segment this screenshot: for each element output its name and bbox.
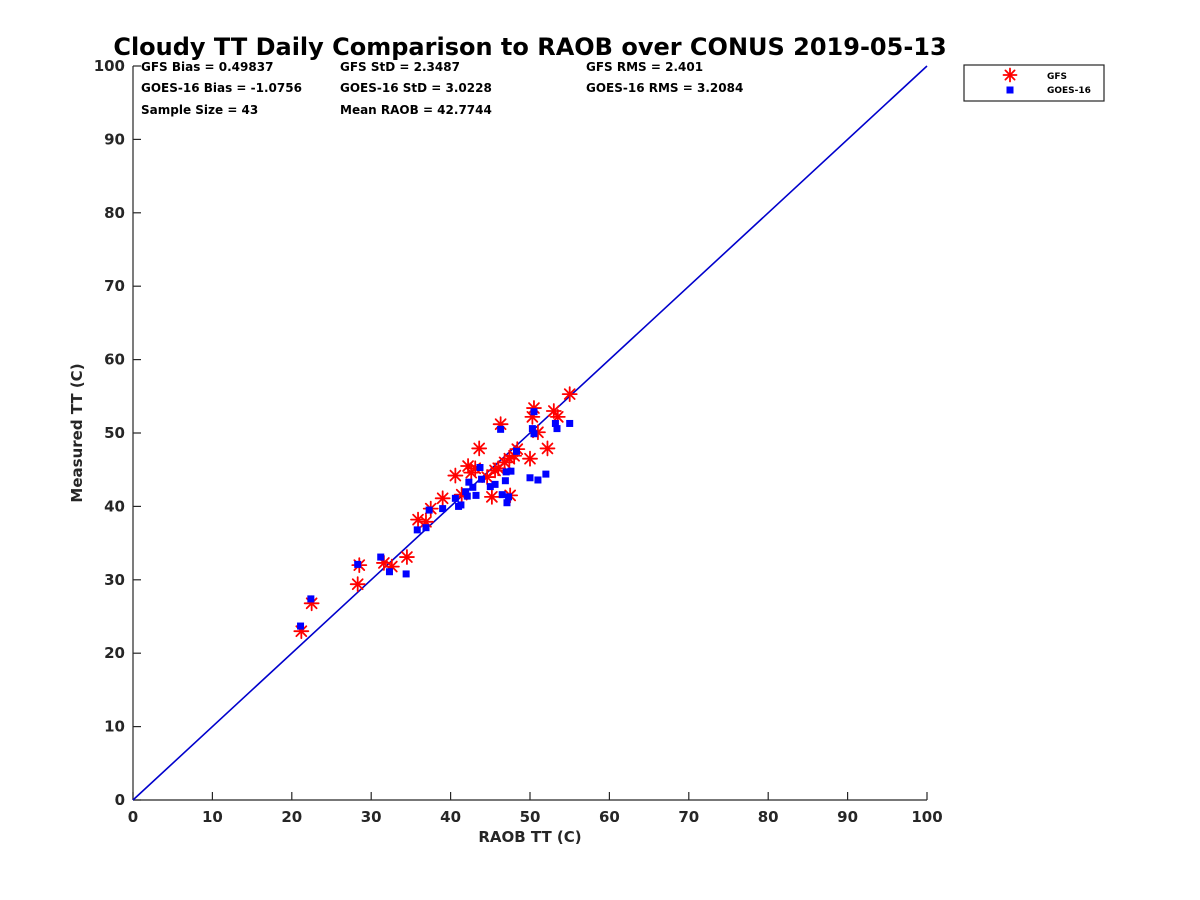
goes16-point	[566, 419, 574, 427]
legend-goes16-label: GOES-16	[1047, 86, 1091, 96]
goes16-point	[307, 595, 315, 603]
goes16-point	[497, 425, 505, 433]
x-axis-label: RAOB TT (C)	[478, 828, 581, 846]
gfs-point	[506, 447, 523, 464]
stat-text: GFS RMS = 2.401	[586, 60, 703, 74]
goes16-point	[491, 480, 499, 488]
gfs-point	[522, 450, 538, 467]
x-tick-label: 20	[281, 808, 302, 826]
goes16-point	[422, 524, 430, 532]
legend-gfs-label: GFS	[1047, 72, 1067, 82]
x-tick-label: 30	[361, 808, 382, 826]
x-tick-label: 90	[837, 808, 858, 826]
gfs-point	[399, 549, 415, 565]
goes16-point	[486, 483, 494, 491]
goes16-point	[413, 526, 421, 534]
goes16-point	[439, 505, 447, 513]
gfs-point	[434, 490, 451, 507]
stat-text: Sample Size = 43	[141, 103, 258, 117]
goes16-point	[457, 501, 465, 509]
goes16-point	[551, 419, 559, 427]
goes16-point	[463, 492, 471, 500]
legend-goes16-symbol	[1006, 86, 1014, 94]
goes16-point	[502, 468, 510, 476]
x-tick-label: 0	[128, 808, 138, 826]
goes16-point	[297, 622, 305, 630]
gfs-point	[447, 467, 464, 484]
gfs-point	[349, 576, 366, 593]
y-tick-label: 10	[104, 718, 125, 736]
goes16-point	[528, 425, 536, 433]
gfs-point	[561, 386, 578, 402]
goes16-point	[425, 506, 433, 514]
goes16-point	[469, 483, 477, 491]
x-tick-label: 80	[758, 808, 779, 826]
x-tick-label: 10	[202, 808, 223, 826]
y-tick-label: 60	[104, 351, 125, 369]
y-tick-label: 30	[104, 571, 125, 589]
goes16-point	[478, 475, 486, 483]
one-to-one-line	[132, 65, 928, 801]
x-tick-label: 50	[520, 808, 541, 826]
legend-gfs-symbol	[1002, 67, 1018, 83]
stat-text: GFS Bias = 0.49837	[141, 60, 273, 74]
goes16-point	[503, 499, 511, 507]
gfs-point	[483, 488, 500, 505]
gfs-series	[293, 386, 578, 640]
goes16-point	[354, 560, 362, 568]
goes16-point	[476, 463, 484, 471]
y-tick-label: 0	[115, 791, 125, 809]
goes16-point	[513, 447, 521, 455]
y-axis-label: Measured TT (C)	[68, 363, 86, 502]
y-tick-label: 90	[104, 130, 125, 148]
goes16-point	[542, 470, 550, 478]
goes16-point	[526, 474, 534, 482]
goes16-point	[505, 493, 513, 501]
goes16-point	[472, 491, 480, 499]
goes16-point	[451, 494, 459, 502]
x-tick-label: 70	[678, 808, 699, 826]
goes16-point	[507, 467, 515, 475]
legend-goes16-marker	[1006, 86, 1014, 94]
goes16-point	[534, 476, 542, 484]
goes16-point	[465, 478, 473, 486]
stat-text: GOES-16 Bias = -1.0756	[141, 81, 302, 95]
y-tick-label: 20	[104, 644, 125, 662]
goes16-point	[530, 430, 538, 438]
legend-gfs-marker	[1002, 67, 1018, 83]
goes16-point	[385, 568, 393, 576]
goes16-point	[553, 425, 561, 433]
x-axis-ticks: 0 10 20 30 40 50 60 70 80 90 100	[128, 792, 943, 826]
stat-text: Mean RAOB = 42.7744	[340, 103, 492, 117]
y-tick-label: 80	[104, 204, 125, 222]
y-tick-label: 40	[104, 497, 125, 515]
stat-text: GOES-16 RMS = 3.2084	[586, 81, 743, 95]
x-tick-label: 40	[440, 808, 461, 826]
chart-title: Cloudy TT Daily Comparison to RAOB over …	[113, 33, 946, 61]
goes16-point	[462, 488, 470, 496]
stat-text: GFS StD = 2.3487	[340, 60, 460, 74]
goes16-point	[377, 553, 385, 561]
legend: GFS GOES-16	[963, 64, 1105, 102]
goes16-series	[297, 408, 574, 630]
goes16-point	[501, 477, 509, 485]
y-tick-label: 100	[94, 57, 125, 75]
y-tick-label: 70	[104, 277, 125, 295]
goes16-point	[530, 408, 538, 416]
y-axis-ticks: 0 10 20 30 40 50 60 70 80 90 100	[94, 57, 141, 809]
y-tick-label: 50	[104, 424, 125, 442]
statistics-block: GFS Bias = 0.49837 GFS StD = 2.3487 GFS RM…	[141, 60, 743, 117]
goes16-point	[498, 491, 506, 499]
goes16-point	[402, 570, 410, 578]
gfs-point	[471, 440, 488, 457]
gfs-point	[539, 440, 556, 457]
stat-text: GOES-16 StD = 3.0228	[340, 81, 492, 95]
x-tick-label: 100	[911, 808, 942, 826]
legend-box	[963, 64, 1105, 102]
x-tick-label: 60	[599, 808, 620, 826]
